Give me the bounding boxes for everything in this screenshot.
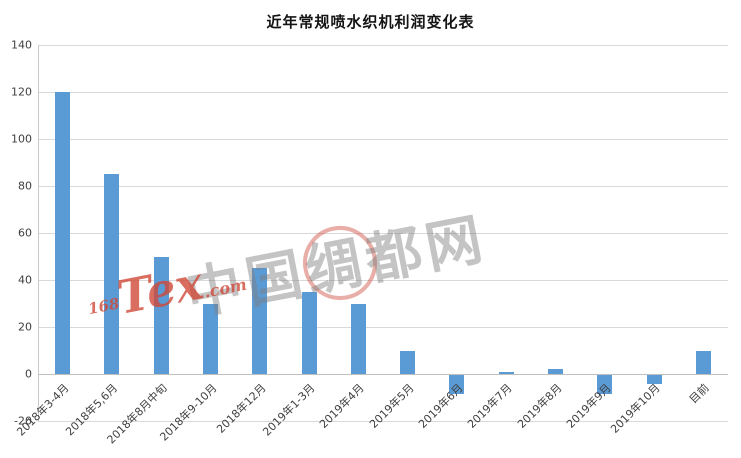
bar-2019年1-3月	[301, 291, 317, 374]
gridline	[38, 233, 728, 234]
y-axis-line	[38, 45, 39, 422]
y-axis-tick-label: 80	[18, 179, 32, 193]
x-axis-tick-label: 2019年5月	[366, 381, 417, 431]
y-axis-tick-label: 100	[11, 132, 32, 146]
bar-2019年7月	[498, 371, 514, 374]
bar-2019年5月	[400, 350, 416, 374]
y-axis-tick-label: 60	[18, 226, 32, 240]
y-axis-tick-label: 120	[11, 85, 32, 99]
x-axis-tick-label: 2019年10月	[608, 381, 663, 436]
gridline	[38, 139, 728, 140]
bar-2018年9-10月	[203, 303, 218, 374]
x-axis-tick-label: 2019年7月	[465, 381, 515, 431]
bar-2018年3-4月	[55, 92, 71, 374]
gridline	[38, 374, 728, 375]
bar-2019年4月	[350, 303, 366, 374]
chart-title: 近年常规喷水织机利润变化表	[266, 13, 475, 31]
bar-2018年5,6月	[104, 174, 120, 374]
bar-2019年10月	[646, 375, 662, 385]
y-axis-tick-label: -20	[14, 414, 32, 428]
gridline	[38, 327, 728, 328]
bar-2019年9月	[597, 375, 613, 394]
bar-2019年6月	[449, 375, 465, 394]
gridline	[38, 45, 728, 46]
gridline	[38, 421, 728, 422]
x-axis-tick-label: 2019年1-3月	[260, 381, 318, 439]
bar-2018年12月	[252, 268, 268, 374]
gridline	[38, 186, 728, 187]
x-axis-tick-label: 目前	[687, 381, 712, 407]
gridline	[38, 92, 728, 93]
x-axis-tick-label: 2019年4月	[317, 381, 367, 431]
x-axis-tick-label: 2019年6月	[416, 381, 466, 431]
bar-目前	[695, 350, 711, 374]
x-axis-tick-label: 2019年8月	[514, 381, 565, 431]
y-axis-tick-label: 40	[18, 273, 32, 287]
y-axis-tick-label: 140	[11, 38, 32, 52]
gridline	[38, 280, 728, 281]
y-axis-tick-label: 20	[18, 320, 32, 334]
x-axis-tick-label: 2018年3-4月	[13, 381, 72, 439]
bar-2019年8月	[548, 369, 563, 374]
bar-2018年8月中旬	[153, 256, 169, 374]
y-axis-tick-label: 0	[25, 367, 32, 381]
